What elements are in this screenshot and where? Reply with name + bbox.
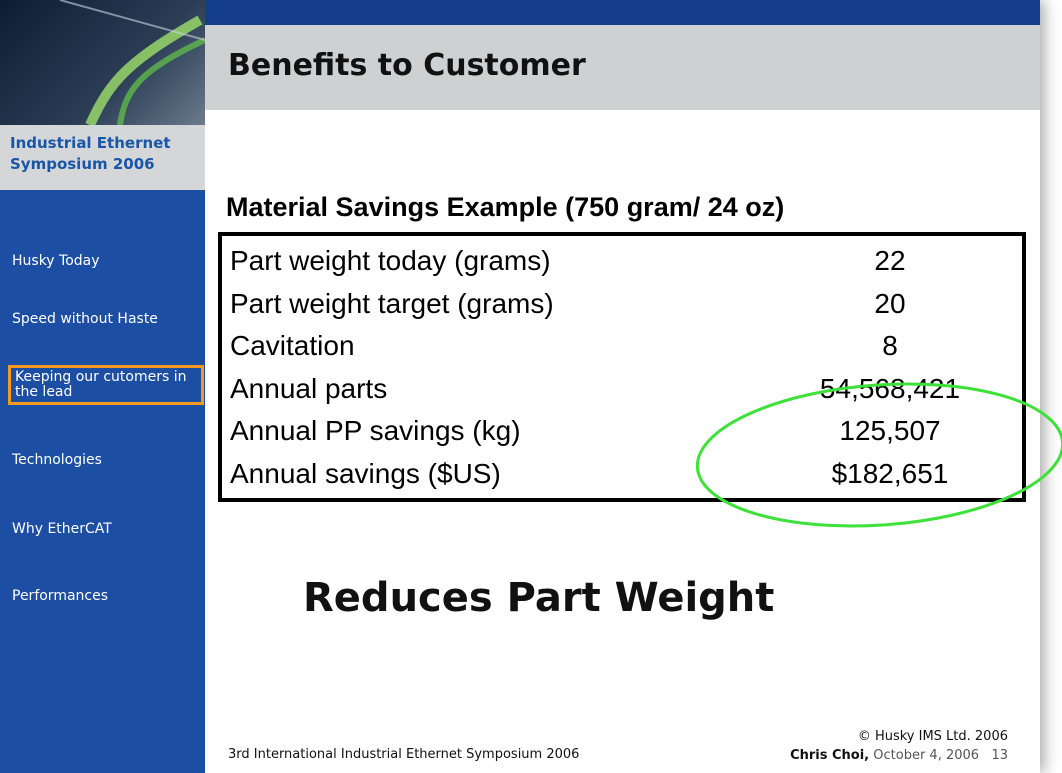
row-value: 20 bbox=[790, 283, 990, 325]
footer-right: © Husky IMS Ltd. 2006 Chris Choi, Octobe… bbox=[790, 727, 1008, 765]
footer-credit: Chris Choi, October 4, 2006 13 bbox=[790, 746, 1008, 765]
row-label: Annual parts bbox=[230, 373, 387, 404]
footer-event: 3rd International Industrial Ethernet Sy… bbox=[228, 747, 579, 762]
row-label: Annual PP savings (kg) bbox=[230, 415, 521, 446]
nav-item[interactable]: Husky Today bbox=[12, 254, 192, 269]
nav-item[interactable]: Technologies bbox=[12, 453, 192, 468]
sidebar bbox=[0, 190, 205, 773]
nav-item[interactable]: Why EtherCAT bbox=[12, 522, 192, 537]
logo-art bbox=[0, 0, 205, 125]
event-name: Industrial Ethernet Symposium 2006 bbox=[0, 125, 205, 190]
nav-item[interactable]: Performances bbox=[12, 589, 192, 604]
highlight-ellipse bbox=[690, 370, 1062, 540]
page-number: 13 bbox=[991, 748, 1008, 763]
row-label: Cavitation bbox=[230, 330, 355, 361]
row-label: Part weight today (grams) bbox=[230, 245, 551, 276]
slide-title: Benefits to Customer bbox=[228, 48, 586, 83]
table-row: Cavitation 8 bbox=[230, 325, 1020, 367]
logo-image bbox=[0, 0, 205, 125]
top-bar bbox=[205, 0, 1040, 25]
table-title: Material Savings Example (750 gram/ 24 o… bbox=[226, 192, 784, 223]
table-row: Part weight target (grams) 20 bbox=[230, 283, 1020, 325]
author: Chris Choi, bbox=[790, 748, 869, 763]
nav-item[interactable]: Speed without Haste bbox=[12, 312, 192, 327]
row-value: 22 bbox=[790, 240, 990, 282]
table-row: Part weight today (grams) 22 bbox=[230, 240, 1020, 282]
row-value: 8 bbox=[790, 325, 990, 367]
row-label: Part weight target (grams) bbox=[230, 288, 554, 319]
row-label: Annual savings ($US) bbox=[230, 458, 501, 489]
slide: Industrial Ethernet Symposium 2006 Husky… bbox=[0, 0, 1040, 773]
copyright: © Husky IMS Ltd. 2006 bbox=[790, 727, 1008, 746]
headline: Reduces Part Weight bbox=[303, 575, 774, 621]
date: October 4, 2006 bbox=[873, 748, 979, 763]
nav-item-selected[interactable]: Keeping our cutomers in the lead bbox=[8, 365, 204, 405]
